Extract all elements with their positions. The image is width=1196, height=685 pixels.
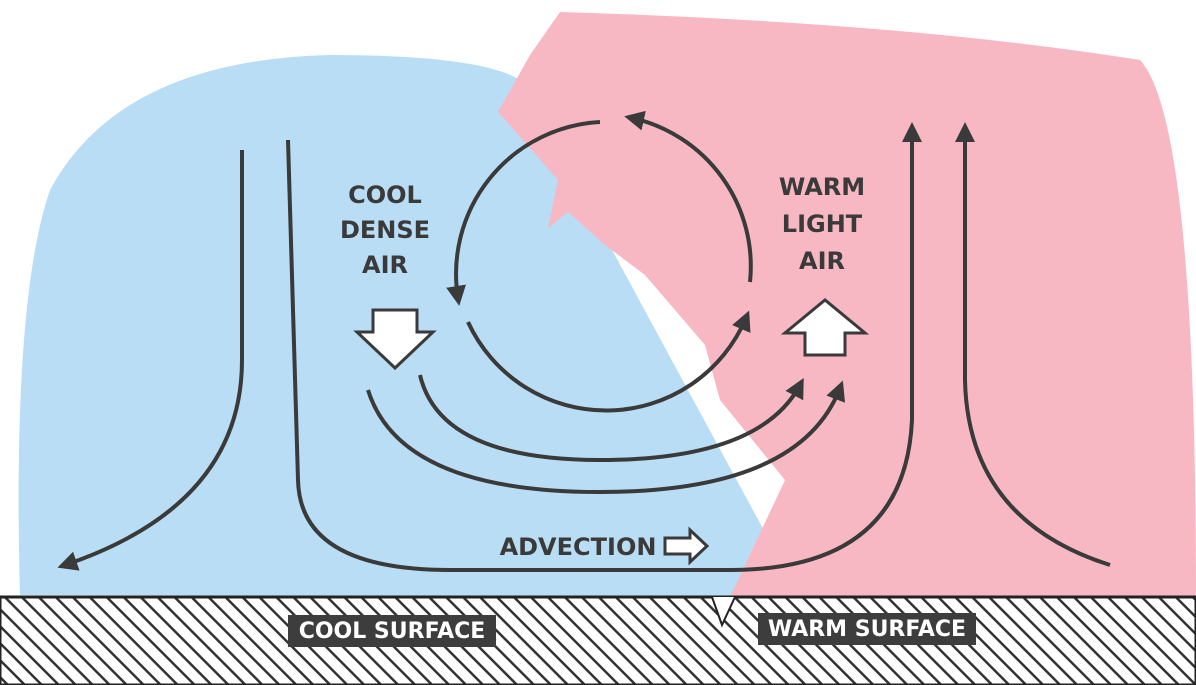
- warm-air-region: [498, 12, 1196, 597]
- warm-air-label: LIGHT: [782, 210, 863, 238]
- label-box: [288, 615, 496, 647]
- sinking-arrow: [353, 308, 437, 371]
- label-box: [758, 613, 976, 645]
- rising-arrow: [780, 298, 870, 357]
- advection-label: ADVECTION: [500, 533, 657, 561]
- advection-arrow: [663, 526, 710, 566]
- warm-air-label: WARM: [779, 173, 865, 201]
- flow-arrow: [446, 120, 601, 306]
- flow-arrow: [286, 122, 922, 572]
- cool-air-label: COOL: [348, 181, 422, 209]
- flow-arrow: [57, 150, 244, 571]
- ground-notch: [711, 596, 736, 628]
- flow-arrow: [366, 380, 846, 495]
- flow-arrow: [466, 310, 751, 413]
- warm-surface-label: WARM SURFACE: [768, 617, 966, 642]
- warm-air-label: AIR: [799, 247, 845, 275]
- ground: [0, 595, 1196, 685]
- cool-surface-label: COOL SURFACE: [299, 619, 486, 644]
- cool-air-label: AIR: [362, 251, 408, 279]
- cool-air-label: DENSE: [340, 216, 430, 244]
- flow-arrow: [418, 374, 804, 463]
- flow-arrow: [624, 110, 753, 283]
- flow-arrow: [955, 122, 1111, 567]
